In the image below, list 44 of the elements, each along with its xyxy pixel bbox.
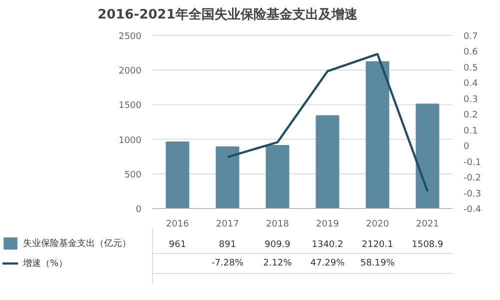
y2-tick-label: 0.3 — [464, 94, 478, 105]
x-tick-label: 2021 — [416, 220, 439, 230]
y2-tick-label: 0.1 — [464, 126, 478, 136]
bar — [366, 61, 390, 209]
x-tick-label: 2016 — [166, 220, 190, 230]
y2-tick-label: 0.2 — [464, 110, 478, 121]
data-label: 2120.1 — [362, 240, 394, 250]
y-tick-label: 1000 — [118, 136, 142, 146]
y2-tick-label: 0.4 — [464, 79, 478, 90]
data-label: -7.28% — [212, 258, 244, 268]
y2-tick-label: -0.2 — [464, 174, 482, 184]
bar — [266, 145, 290, 209]
y-tick-label: 2000 — [118, 66, 142, 77]
bar — [416, 104, 440, 209]
line-series — [226, 52, 429, 192]
y2-tick-label: 0.6 — [464, 48, 478, 58]
y-tick-label: 2500 — [118, 32, 142, 42]
y2-tick-label: -0.4 — [464, 205, 482, 215]
data-label: 909.9 — [264, 240, 291, 250]
bar — [216, 146, 240, 209]
data-label: 961 — [168, 240, 186, 250]
data-label: 1508.9 — [412, 240, 444, 250]
y2-tick-label: -0.1 — [464, 158, 482, 168]
y2-tick-label: 0 — [464, 142, 470, 152]
data-label: 891 — [218, 240, 236, 250]
y2-tick-label: -0.3 — [464, 189, 482, 200]
legend-label: 失业保险基金支出（亿元） — [23, 238, 131, 250]
data-label: 1340.2 — [312, 240, 344, 250]
bar — [166, 142, 190, 209]
y2-tick-label: 0.5 — [464, 63, 478, 74]
y-tick-label: 500 — [124, 170, 142, 180]
data-label: 58.19% — [360, 258, 396, 268]
chart-title: 2016-2021年全国失业保险基金支出及增速 — [98, 8, 358, 22]
bar — [316, 115, 340, 209]
legend-label: 增速（%） — [23, 258, 68, 270]
x-tick-label: 2020 — [366, 220, 390, 230]
x-tick-label: 2019 — [316, 220, 340, 230]
y-tick-label: 1500 — [118, 101, 142, 112]
y-tick-label: 0 — [136, 205, 142, 215]
y2-tick-label: 0.7 — [464, 32, 478, 42]
data-label: 47.29% — [310, 258, 346, 268]
x-tick-label: 2018 — [266, 220, 290, 230]
x-tick-label: 2017 — [216, 220, 239, 230]
data-label: 2.12% — [263, 258, 292, 268]
